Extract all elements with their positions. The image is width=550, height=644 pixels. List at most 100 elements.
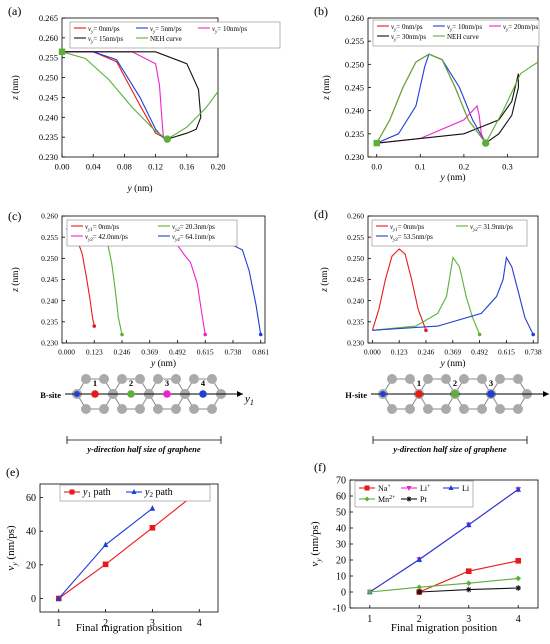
site-label: B-site (40, 390, 61, 400)
end-point (203, 332, 208, 337)
end-point (92, 324, 97, 328)
y-tick-label: 0.240 (39, 112, 58, 122)
y-axis-label: vy (nm/ps) (5, 525, 19, 571)
site-point (199, 390, 207, 398)
legend-marker-d2 (406, 496, 412, 502)
panel-letter: (f) (314, 460, 326, 474)
x-tick-label: 0.20 (211, 162, 226, 172)
y-tick-label: 0.245 (345, 82, 364, 92)
x-axis-label: y (nm) (126, 183, 152, 194)
legend: vy= 0nm/ps vy= 5nm/ps vy= 10nm/ps vy= 15nm/… (69, 21, 281, 49)
data-point (416, 556, 423, 562)
legend-label: vy= 10nm/ps (447, 23, 482, 33)
carbon-atom (495, 374, 505, 384)
data-point (465, 521, 472, 528)
y-tick-label: 0.240 (347, 296, 364, 305)
x-tick-label: 3 (466, 614, 471, 625)
end-point (120, 332, 124, 337)
carbon-atom (441, 374, 451, 384)
legend: y1 path y2 path (59, 484, 211, 502)
y-tick-label: 0.255 (39, 53, 58, 63)
carbon-atom (459, 374, 469, 384)
y-tick-label: 20 (26, 560, 36, 571)
x-tick-label: 0.000 (58, 348, 75, 357)
x-tick-label: 0.00 (55, 162, 70, 172)
x-tick-label: 4 (516, 614, 521, 625)
data-point (416, 584, 423, 590)
series-line-2 (376, 104, 487, 144)
legend-box (372, 19, 540, 47)
x-tick-label: 1 (367, 614, 372, 625)
carbon-atom (135, 404, 145, 414)
legend: vy= 0nm/ps vy= 10nm/ps vy= 20nm/ps vy= 30nm… (372, 19, 540, 47)
carbon-atom (495, 404, 505, 414)
series-line-0 (376, 53, 487, 144)
graphene-schematic: H-site123y2y-direction half size of grap… (345, 374, 549, 454)
y-tick-label: 0.250 (41, 254, 58, 263)
legend-label: NEH curve (150, 35, 182, 43)
carbon-atom (189, 404, 199, 414)
site-number: 2 (129, 378, 133, 388)
end-point (258, 332, 263, 337)
site-number: 4 (201, 378, 206, 388)
site-point (415, 390, 423, 398)
y-tick-label: 0.230 (347, 339, 364, 348)
data-point-d2 (466, 587, 472, 592)
x-tick-label: 2 (103, 618, 108, 629)
y-tick-label: 0.235 (345, 129, 364, 139)
series-line-1 (372, 256, 481, 335)
plot-frame (61, 17, 219, 158)
legend-marker (364, 496, 370, 502)
y-tick-label: 0.260 (347, 212, 364, 221)
x-tick-label: 0.369 (141, 348, 158, 357)
carbon-atom (477, 404, 487, 414)
carbon-atom (477, 374, 487, 384)
y-tick-label: 70 (336, 476, 346, 487)
panel-letter: (b) (314, 4, 328, 18)
data-point (465, 568, 472, 574)
end-point (477, 332, 482, 337)
series-line-3 (369, 577, 519, 593)
carbon-atom (135, 374, 145, 384)
x-tick-label: 0.12 (148, 162, 163, 172)
legend-label: vy= 0nm/ps (88, 25, 120, 35)
legend-marker (364, 485, 370, 491)
panel-a: (a) 0.00 0.04 0.08 0.12 0.16 0.20 0.230 0.235 0.2… (8, 4, 281, 194)
legend-label: vy= 0nm/ps (391, 23, 423, 33)
y-tick-label: 0.230 (41, 339, 58, 348)
x-tick-label: 0.123 (86, 348, 103, 357)
site-point (451, 390, 459, 398)
legend-label: NEH curve (447, 33, 479, 41)
legend-label: Li (462, 484, 470, 493)
axis-name: y1 (244, 393, 254, 407)
endpoint-marker (163, 135, 171, 143)
carbon-atom (117, 404, 127, 414)
carbon-atom (207, 374, 217, 384)
data-point (149, 505, 156, 511)
legend-label: vy3= 42.0nm/ps (85, 233, 128, 243)
series-line-3 (62, 51, 202, 140)
carbon-atom (423, 404, 433, 414)
x-tick-label: 0.246 (418, 348, 435, 357)
panel-c: (c) 0.000 0.123 0.246 0.369 0.492 0.615 0.738 0.… (8, 209, 269, 454)
y-tick-label: 0.265 (39, 13, 58, 23)
series-line-1 (376, 53, 487, 144)
site-point (487, 390, 495, 398)
series-line-1 (58, 507, 153, 599)
legend-label: vy3= 53.5nm/ps (390, 233, 433, 243)
y-tick-label: 0.250 (345, 59, 364, 69)
x-tick-label: 0.0 (371, 162, 382, 172)
legend-label: Li+ (420, 484, 431, 493)
site-point (91, 390, 99, 398)
y-axis-label: z (nm) (321, 75, 332, 101)
carbon-atom (153, 374, 163, 384)
legend-label: Mn2+ (378, 495, 396, 504)
carbon-atom (405, 404, 415, 414)
x-tick-label: 4 (197, 618, 202, 629)
data-point (416, 589, 423, 595)
legend-marker (131, 489, 137, 494)
y-tick-label: 50 (336, 508, 346, 519)
y-tick-label: 30 (336, 540, 346, 551)
y-tick-label: 40 (26, 527, 36, 538)
